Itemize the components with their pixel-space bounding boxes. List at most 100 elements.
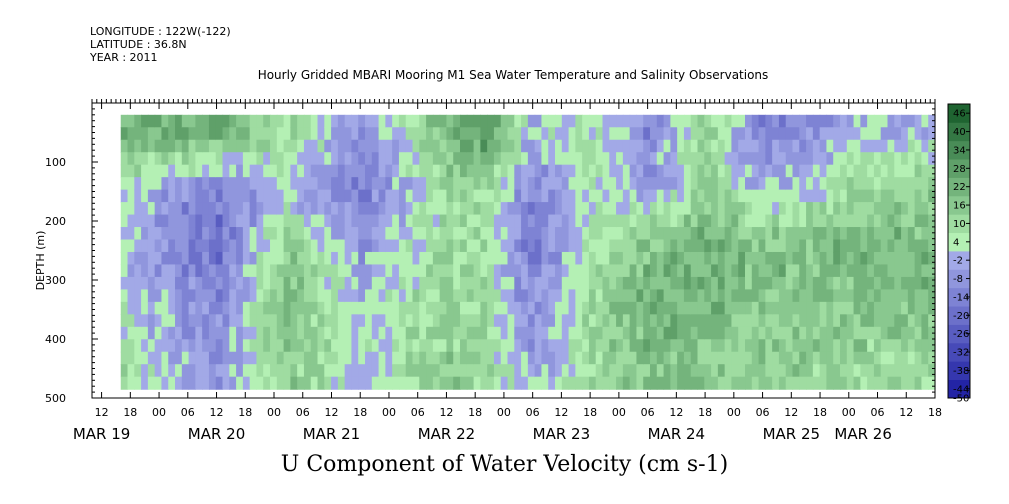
heatmap-cell (426, 351, 434, 365)
heatmap-cell (643, 114, 651, 128)
heatmap-cell (236, 264, 244, 278)
heatmap-cell (147, 227, 156, 241)
heatmap-cell (534, 239, 543, 253)
heatmap-cell (331, 202, 339, 216)
heatmap-cell (161, 202, 169, 216)
heatmap-cell (860, 239, 868, 253)
heatmap-cell (154, 227, 163, 241)
heatmap-cell (378, 314, 386, 328)
heatmap-cell (365, 351, 373, 365)
heatmap-cell (575, 339, 583, 353)
heatmap-cell (432, 152, 441, 166)
heatmap-cell (555, 177, 563, 191)
heatmap-cell (846, 214, 855, 228)
heatmap-cell (588, 114, 597, 128)
heatmap-cell (365, 239, 373, 253)
heatmap-cell (745, 239, 753, 253)
heatmap-cell (541, 276, 549, 290)
heatmap-cell (588, 351, 597, 365)
heatmap-cell (229, 314, 237, 328)
heatmap-cell (751, 376, 760, 390)
heatmap-cell (595, 326, 604, 340)
heatmap-cell (127, 202, 135, 216)
heatmap-cell (534, 276, 543, 290)
heatmap-cell (236, 139, 244, 153)
heatmap-cell (812, 326, 821, 340)
heatmap-cell (738, 314, 746, 328)
heatmap-cell (880, 364, 889, 378)
heatmap-cell (487, 152, 495, 166)
heatmap-cell (731, 289, 739, 303)
heatmap-cell (127, 114, 135, 128)
heatmap-cell (168, 376, 176, 390)
heatmap-cell (385, 164, 393, 178)
heatmap-cell (887, 264, 895, 278)
heatmap-cell (120, 227, 129, 241)
heatmap-cell (799, 164, 807, 178)
heatmap-cell (283, 251, 291, 266)
heatmap-cell (826, 139, 834, 153)
heatmap-cell (453, 239, 461, 253)
heatmap-cell (405, 289, 414, 303)
heatmap-cell (745, 164, 753, 178)
heatmap-cell (772, 202, 780, 216)
heatmap-cell (711, 289, 719, 303)
heatmap-cell (202, 114, 210, 128)
heatmap-cell (677, 227, 685, 241)
heatmap-cell (283, 164, 291, 178)
heatmap-cell (663, 276, 671, 290)
heatmap-cell (229, 264, 237, 278)
heatmap-cell (426, 152, 434, 166)
heatmap-cell (331, 339, 339, 353)
heatmap-cell (276, 301, 285, 315)
heatmap-cell (202, 152, 210, 166)
heatmap-cell (595, 214, 604, 228)
heatmap-cell (161, 251, 169, 266)
heatmap-cell (616, 289, 624, 303)
heatmap-cell (344, 202, 353, 216)
heatmap-cell (276, 326, 285, 340)
heatmap-cell (853, 326, 861, 340)
heatmap-cell (629, 227, 638, 241)
heatmap-cell (907, 202, 916, 216)
heatmap-cell (683, 152, 692, 166)
heatmap-cell (195, 202, 203, 216)
heatmap-cell (141, 164, 149, 178)
heatmap-cell (303, 189, 312, 203)
heatmap-cell (541, 364, 549, 378)
heatmap-cell (439, 351, 448, 365)
heatmap-cell (412, 301, 420, 315)
heatmap-cell (276, 177, 285, 191)
heatmap-cell (928, 127, 936, 141)
heatmap-cell (270, 301, 278, 315)
heatmap-cell (385, 264, 393, 278)
heatmap-cell (371, 264, 380, 278)
heatmap-cell (582, 227, 590, 241)
heatmap-cell (175, 264, 183, 278)
heatmap-cell (656, 301, 665, 315)
heatmap-cell (195, 351, 203, 365)
heatmap-cell (358, 276, 366, 290)
heatmap-cell (398, 152, 407, 166)
heatmap-cell (439, 301, 448, 315)
heatmap-cell (650, 289, 658, 303)
heatmap-cell (575, 202, 583, 216)
heatmap-cell (677, 376, 685, 390)
heatmap-cell (921, 289, 929, 303)
heatmap-cell (324, 177, 332, 191)
heatmap-cell (507, 227, 515, 241)
heatmap-cell (677, 202, 685, 216)
heatmap-cell (690, 364, 699, 378)
heatmap-cell (561, 251, 570, 266)
heatmap-cell (249, 289, 258, 303)
heatmap-cell (656, 276, 665, 290)
heatmap-cell (663, 214, 671, 228)
heatmap-cell (928, 164, 936, 178)
heatmap-cell (772, 177, 780, 191)
heatmap-cell (297, 364, 305, 378)
heatmap-cell (901, 364, 909, 378)
heatmap-cell (860, 139, 868, 153)
heatmap-cell (202, 202, 210, 216)
heatmap-cell (622, 314, 631, 328)
heatmap-cell (297, 202, 305, 216)
